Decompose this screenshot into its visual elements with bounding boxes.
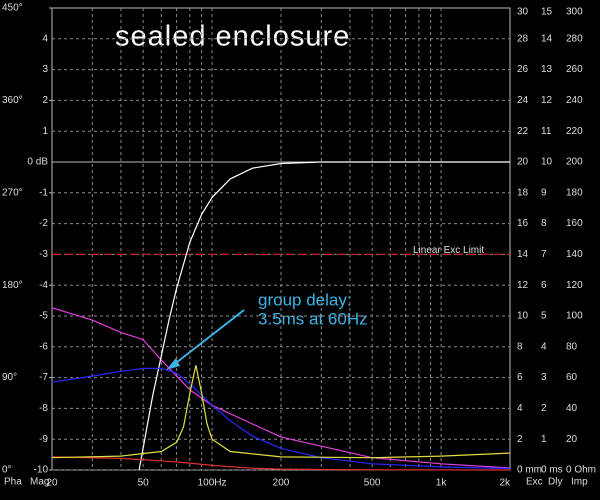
- legend-label: Exc: [526, 477, 543, 488]
- right-tick-label: 18: [517, 187, 529, 198]
- right-tick-label: 9: [541, 187, 547, 198]
- annotation: group delay:: [258, 290, 352, 309]
- x-tick-label: 500: [364, 478, 381, 489]
- right-tick-label: 12: [517, 280, 529, 291]
- right-tick-label: 220: [566, 126, 583, 137]
- right-tick-label: 160: [566, 218, 583, 229]
- phase-tick-label: 270°: [2, 187, 23, 198]
- y-tick-label: -2: [39, 218, 48, 229]
- right-tick-label: 10: [541, 157, 553, 168]
- arrow-head: [166, 358, 180, 370]
- series-line: [51, 365, 511, 459]
- x-tick-label: 50: [138, 478, 150, 489]
- right-tick-label: 16: [517, 218, 529, 229]
- y-tick-label: 4: [42, 33, 48, 44]
- legend-label: Pha: [4, 477, 22, 488]
- y-tick-label: -6: [39, 341, 48, 352]
- legend-label: Mag: [30, 477, 49, 488]
- right-tick-label: 0 mm: [517, 465, 542, 476]
- right-tick-label: 12: [541, 95, 553, 106]
- right-tick-label: 200: [566, 157, 583, 168]
- right-tick-label: 13: [541, 64, 553, 75]
- right-tick-label: 8: [541, 218, 547, 229]
- right-tick-label: 180: [566, 187, 583, 198]
- x-tick-label: 20: [46, 478, 58, 489]
- right-tick-label: 8: [517, 341, 523, 352]
- right-tick-label: 20: [517, 157, 529, 168]
- phase-tick-label: 450°: [2, 3, 23, 14]
- series-line: [51, 307, 511, 469]
- right-tick-label: 1: [541, 434, 547, 445]
- right-tick-label: 2: [517, 434, 523, 445]
- phase-tick-label: 0°: [2, 465, 12, 476]
- right-tick-label: 240: [566, 95, 583, 106]
- right-tick-label: 28: [517, 33, 529, 44]
- y-tick-label: -7: [39, 372, 48, 383]
- legend-label: Dly: [548, 477, 562, 488]
- annotation-arrow: [171, 309, 245, 367]
- y-tick-label: -3: [39, 249, 48, 260]
- right-tick-label: 10: [517, 311, 529, 322]
- right-tick-label: 140: [566, 249, 583, 260]
- right-tick-label: 60: [566, 372, 578, 383]
- y-tick-label: -5: [39, 311, 48, 322]
- right-tick-label: 7: [541, 249, 547, 260]
- right-tick-label: 280: [566, 33, 583, 44]
- y-tick-label: 2: [42, 95, 48, 106]
- right-tick-label: 2: [541, 403, 547, 414]
- right-tick-label: 120: [566, 280, 583, 291]
- right-tick-label: 11: [541, 126, 552, 137]
- legend-label: Imp: [571, 477, 588, 488]
- right-tick-label: 4: [541, 341, 547, 352]
- right-tick-label: 300: [566, 7, 583, 18]
- right-tick-label: 30: [517, 7, 529, 18]
- chart-title: sealed enclosure: [115, 21, 350, 53]
- right-tick-label: 26: [517, 64, 529, 75]
- right-tick-label: 260: [566, 64, 583, 75]
- right-tick-label: 20: [566, 434, 578, 445]
- y-tick-label: -1: [39, 187, 48, 198]
- right-tick-label: 6: [517, 372, 523, 383]
- series-line: [51, 367, 511, 470]
- x-tick-label: 1k: [436, 478, 448, 489]
- y-tick-label: 1: [42, 126, 48, 137]
- x-tick-label: 200: [273, 478, 290, 489]
- right-tick-label: 40: [566, 403, 578, 414]
- y-tick-label: -10: [34, 465, 49, 476]
- limit-label: Linear Exc Limit: [413, 245, 484, 256]
- y-tick-label: -9: [39, 434, 48, 445]
- x-tick-label: 100Hz: [198, 478, 227, 489]
- series-line: [138, 161, 510, 471]
- right-tick-label: 0 ms: [541, 465, 563, 476]
- right-tick-label: 80: [566, 341, 578, 352]
- phase-tick-label: 360°: [2, 95, 23, 106]
- right-tick-label: 6: [541, 280, 547, 291]
- right-tick-label: 22: [517, 126, 529, 137]
- right-tick-label: 100: [566, 311, 583, 322]
- phase-tick-label: 180°: [2, 280, 23, 291]
- right-tick-label: 14: [541, 33, 553, 44]
- right-tick-label: 14: [517, 249, 529, 260]
- right-tick-label: 5: [541, 311, 547, 322]
- series-line: [51, 456, 511, 471]
- right-tick-label: 4: [517, 403, 523, 414]
- annotation: 3.5ms at 60Hz: [258, 309, 368, 328]
- right-tick-label: 15: [541, 7, 553, 18]
- y-tick-label: -8: [39, 403, 48, 414]
- y-tick-label: 3: [42, 64, 48, 75]
- phase-tick-label: 90°: [2, 372, 17, 383]
- y-tick-label: -4: [39, 280, 48, 291]
- x-tick-label: 2k: [499, 478, 511, 489]
- y-tick-label: 0 dB: [27, 157, 48, 168]
- right-tick-label: 3: [541, 372, 547, 383]
- right-tick-label: 0 Ohm: [566, 465, 596, 476]
- right-tick-label: 24: [517, 95, 529, 106]
